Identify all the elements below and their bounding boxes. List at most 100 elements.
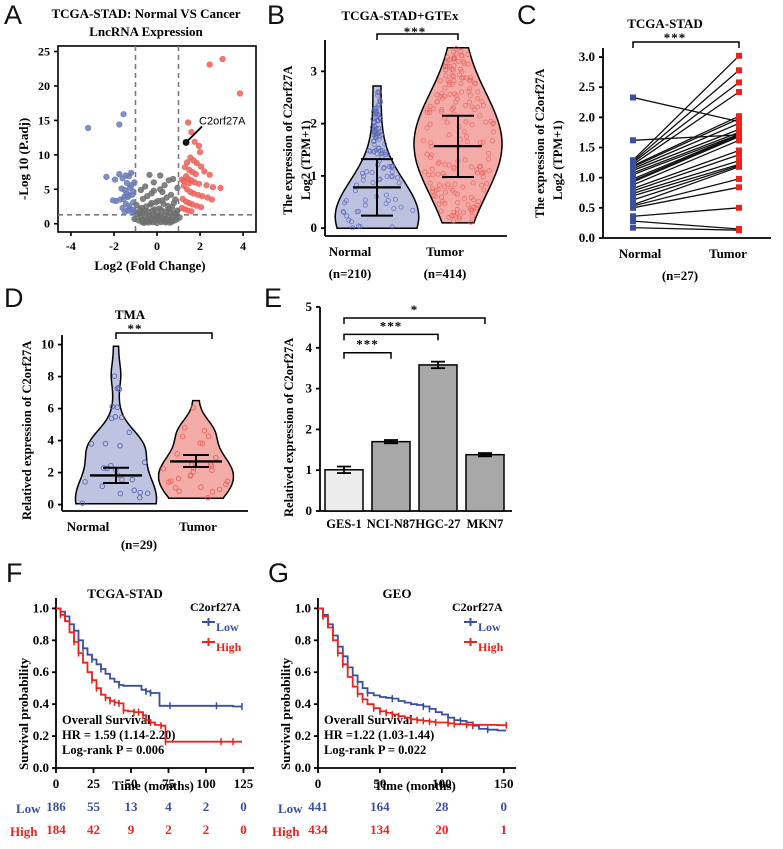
panel-b-point <box>392 196 398 202</box>
panel-d-point <box>137 494 143 501</box>
panel-d-point <box>88 441 95 447</box>
panel-a-x-tick-label: 0 <box>154 239 160 253</box>
panel-e-bar-ges-1 <box>324 469 364 512</box>
panel-b-point <box>424 125 430 131</box>
panel-b-point <box>477 113 483 119</box>
panel-b-point <box>361 173 367 179</box>
panel-b-point <box>458 81 464 87</box>
panel-b-point <box>440 170 446 177</box>
panel-b-point <box>460 184 466 190</box>
panel-g-legend-low[interactable]: Low <box>478 620 501 634</box>
panel-g-risk-count-low-0: 441 <box>308 799 328 814</box>
panel-b-significance-bracket <box>376 33 459 40</box>
panel-e-significance-bracket-2 <box>343 317 486 325</box>
panel-b-point <box>443 73 449 79</box>
panel-c-tumor-point <box>736 147 742 154</box>
panel-b-point <box>448 213 455 219</box>
panel-b-point <box>434 99 440 105</box>
panel-b-point <box>395 175 401 181</box>
panel-f-risk-count-high-0: 184 <box>46 822 66 837</box>
panel-b-point <box>435 187 441 193</box>
panel-c: C TCGA-STAD The expression of C2orf27A L… <box>515 0 783 290</box>
panel-b-point <box>396 180 402 186</box>
panel-b-point <box>374 110 380 116</box>
panel-f-y-tick-label: 0.0 <box>33 760 49 775</box>
panel-f-stat-line3: Log-rank P = 0.006 <box>62 743 165 757</box>
panel-b-point <box>364 169 370 175</box>
panel-f-legend-title: C2orf27A <box>190 600 241 614</box>
panel-d-y-tick-label: 8 <box>48 369 55 384</box>
panel-g-y-tick-label: 0.2 <box>295 728 311 743</box>
panel-a-title-line2: LncRNA Expression <box>89 24 203 39</box>
panel-b-point <box>391 206 397 212</box>
panel-e-x-tick-label-nci-n87: NCI-N87 <box>367 517 416 531</box>
panel-d-point <box>142 459 148 466</box>
panel-b-point <box>469 122 475 128</box>
panel-b-point <box>376 136 382 142</box>
panel-d-violin-tumor <box>157 399 235 499</box>
panel-a-point <box>123 180 130 187</box>
panel-b-point <box>460 75 466 81</box>
panel-b-point <box>381 164 387 171</box>
panel-c-plot: 0.0 0.5 1.0 1.5 2.0 2.5 3.0 <box>579 41 771 245</box>
panel-f-legend-high[interactable]: High <box>216 640 242 654</box>
panel-b-point <box>436 201 442 207</box>
panel-b-point <box>488 118 494 124</box>
panel-d-point <box>176 488 182 495</box>
panel-b-point <box>362 197 368 203</box>
panel-b-point <box>377 97 383 103</box>
panel-b-point <box>453 99 459 105</box>
panel-c-tumor-point <box>736 79 742 86</box>
panel-d-point <box>99 483 106 490</box>
panel-d-point <box>129 476 136 483</box>
panel-a-point <box>188 129 195 136</box>
panel-g-y-tick-label: 1.0 <box>295 600 311 615</box>
panel-d-point <box>119 414 125 421</box>
panel-e-y-tick-label: 2 <box>306 421 313 436</box>
panel-a-title-line1: TCGA-STAD: Normal VS Cancer <box>51 6 241 21</box>
panel-b-point <box>450 105 456 111</box>
panel-d-point <box>79 500 86 506</box>
panel-b-point <box>371 119 377 125</box>
panel-a-point <box>170 175 177 183</box>
panel-c-tumor-point <box>736 227 742 234</box>
panel-d-point <box>175 475 182 482</box>
panel-b-point <box>359 170 366 176</box>
panel-f-curve-high <box>56 607 242 743</box>
panel-d-point <box>174 451 180 457</box>
panel-e-errorbar-mkn7 <box>478 452 492 458</box>
panel-b-point <box>420 138 426 144</box>
panel-a-point <box>236 90 243 97</box>
panel-e-y-tick-label: 4 <box>306 340 313 355</box>
panel-b-point <box>460 59 466 65</box>
panel-d-point <box>197 440 204 446</box>
panel-g-x-tick-label: 100 <box>432 776 452 791</box>
panel-a-point <box>141 219 148 226</box>
panel-b-point <box>383 150 389 156</box>
panel-f-stat-line2: HR = 1.59 (1.14-2.20) <box>62 728 176 742</box>
panel-b-point <box>465 51 471 58</box>
panel-g-legend-high[interactable]: High <box>478 640 504 654</box>
panel-b-point <box>483 180 490 187</box>
panel-g-risk-count-low-1: 164 <box>370 799 390 814</box>
panel-b-point <box>451 218 457 224</box>
panel-c-normal-point <box>630 181 636 188</box>
panel-d-point <box>181 425 188 431</box>
panel-f-legend-low[interactable]: Low <box>216 620 239 634</box>
panel-b-point <box>389 173 396 180</box>
panel-b-errorbar-normal <box>353 158 401 217</box>
panel-d-point <box>201 427 208 434</box>
panel-b-point <box>475 104 481 110</box>
panel-a-point <box>133 202 140 209</box>
panel-e-bar-nci-n87 <box>371 440 411 512</box>
panel-b-point <box>422 169 428 175</box>
panel-a-point <box>206 171 213 178</box>
panel-b-point <box>430 106 437 112</box>
panel-c-tumor-point <box>736 89 742 95</box>
panel-b-point <box>439 91 445 97</box>
panel-b-point <box>472 81 478 87</box>
panel-c-pair-line <box>632 128 740 172</box>
panel-a-point <box>203 182 210 189</box>
panel-c-y-tick-label: 2.0 <box>579 109 595 124</box>
